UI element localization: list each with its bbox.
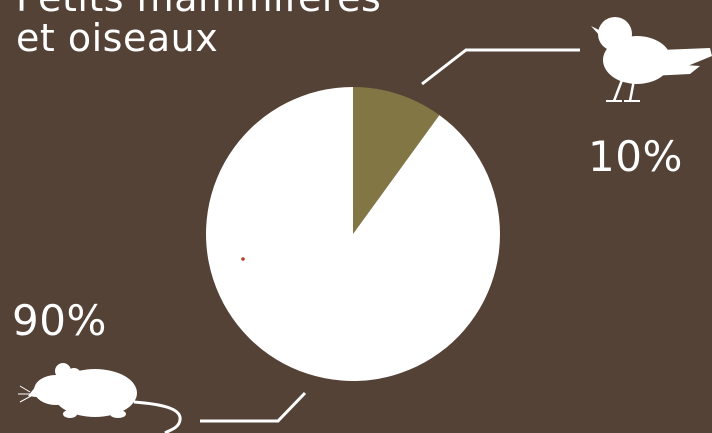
bird-percent-label: 10% [588, 132, 683, 181]
bird-icon [591, 17, 712, 102]
speck-mark [241, 257, 245, 261]
pie-slices [206, 87, 501, 381]
chart-title: Petits mammifères et oiseaux [16, 0, 381, 58]
mouse-percent-label: 90% [12, 296, 107, 345]
bird-leader-line [421, 48, 580, 86]
pie-slice-mouse [206, 87, 501, 381]
pie-slice-bird [353, 87, 440, 234]
mouse-icon [18, 363, 182, 433]
mouse-leader-line [200, 391, 307, 423]
title-line-1: Petits mammifères [16, 0, 381, 18]
title-line-2: et oiseaux [16, 16, 219, 60]
